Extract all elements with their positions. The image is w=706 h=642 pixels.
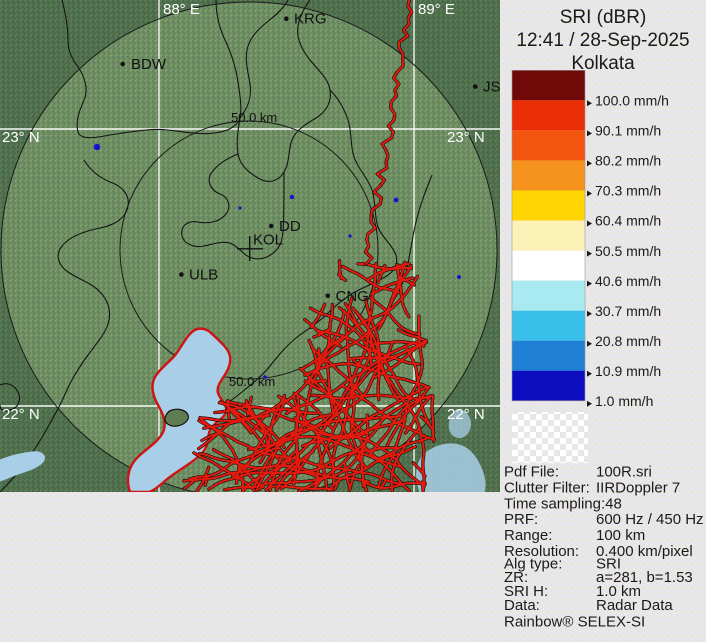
svg-text:KRG: KRG [294, 11, 327, 28]
svg-text:30.7 mm/h: 30.7 mm/h [595, 303, 661, 319]
svg-text:60.4 mm/h: 60.4 mm/h [595, 213, 661, 229]
svg-text:23° N: 23° N [2, 129, 40, 146]
svg-text:SRI (dBR): SRI (dBR) [560, 7, 647, 28]
svg-text:80.2 mm/h: 80.2 mm/h [595, 153, 661, 169]
svg-text:12:41 / 28-Sep-2025: 12:41 / 28-Sep-2025 [516, 30, 689, 51]
svg-text:100 km: 100 km [596, 527, 645, 544]
svg-text:70.3 mm/h: 70.3 mm/h [595, 183, 661, 199]
svg-text:Data:: Data: [504, 597, 540, 614]
svg-text:22° N: 22° N [447, 406, 485, 423]
svg-text:Radar Data: Radar Data [596, 597, 673, 614]
svg-text:CNG: CNG [336, 288, 369, 305]
svg-text:IIRDoppler 7: IIRDoppler 7 [596, 479, 680, 496]
svg-text:23° N: 23° N [447, 129, 485, 146]
svg-text:Pdf File:: Pdf File: [504, 463, 559, 480]
svg-text:JSR: JSR [483, 79, 500, 96]
svg-text:ULB: ULB [189, 267, 218, 284]
svg-text:90.1 mm/h: 90.1 mm/h [595, 123, 661, 139]
svg-text:PRF:: PRF: [504, 511, 538, 528]
svg-text:Rainbow® SELEX-SI: Rainbow® SELEX-SI [504, 614, 645, 631]
svg-text:Range:: Range: [504, 527, 552, 544]
svg-text:20.8 mm/h: 20.8 mm/h [595, 333, 661, 349]
svg-text:10.9 mm/h: 10.9 mm/h [595, 363, 661, 379]
svg-text:600 Hz / 450 Hz: 600 Hz / 450 Hz [596, 511, 704, 528]
svg-text:BDW: BDW [131, 56, 167, 73]
svg-text:Time sampling:48: Time sampling:48 [504, 495, 622, 512]
svg-text:Clutter Filter:: Clutter Filter: [504, 479, 590, 496]
svg-text:22° N: 22° N [2, 406, 40, 423]
svg-text:40.6 mm/h: 40.6 mm/h [595, 273, 661, 289]
svg-text:1.0 mm/h: 1.0 mm/h [595, 393, 653, 409]
svg-text:KOL: KOL [253, 232, 283, 249]
svg-text:88° E: 88° E [163, 1, 200, 18]
svg-text:50.0 km: 50.0 km [229, 374, 275, 389]
svg-text:50.0 km: 50.0 km [231, 110, 277, 125]
svg-text:100R.sri: 100R.sri [596, 463, 652, 480]
svg-text:89° E: 89° E [418, 1, 455, 18]
svg-text:50.5 mm/h: 50.5 mm/h [595, 243, 661, 259]
svg-text:100.0 mm/h: 100.0 mm/h [595, 93, 669, 109]
